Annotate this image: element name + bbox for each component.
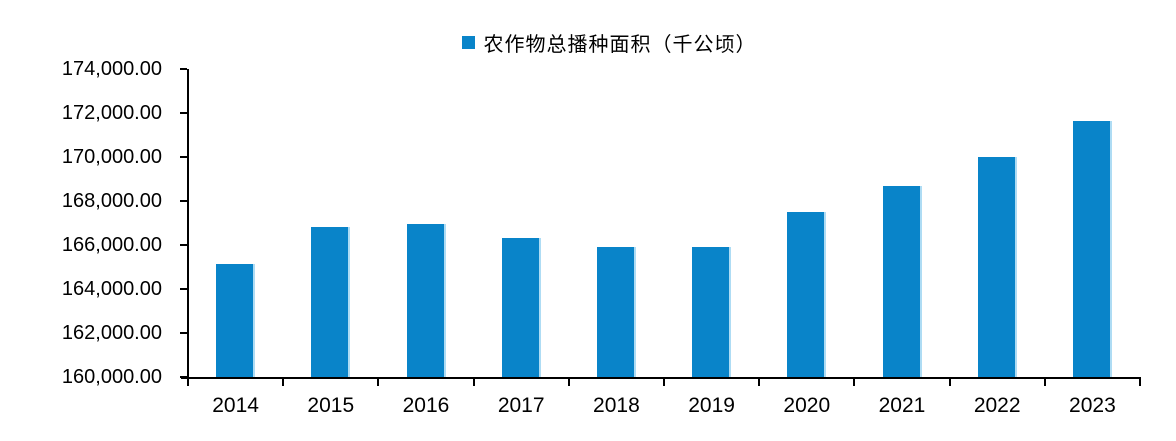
y-tick-label: 172,000.00 [61,102,162,124]
x-tick-label: 2023 [1069,394,1116,417]
x-axis [181,377,1141,379]
x-axis-tick [187,379,189,386]
bar [882,185,922,377]
y-tick-label: 164,000.00 [61,278,162,300]
y-axis-tick [180,288,187,290]
y-axis [187,69,189,379]
x-axis-tick [758,379,761,386]
x-axis-tick [472,379,475,386]
bar [216,263,256,377]
legend-label: 农作物总播种面积（千公顷） [483,32,757,56]
legend: 农作物总播种面积（千公顷） [21,28,1176,57]
x-axis-tick [1139,379,1141,386]
x-axis-tick [1043,379,1046,386]
bar [501,237,541,377]
y-axis-tick [180,200,187,202]
y-tick-label: 160,000.00 [61,366,162,388]
y-tick-label: 162,000.00 [61,322,162,344]
bar [692,246,732,377]
x-axis-tick [282,379,285,386]
x-tick-label: 2015 [307,394,355,417]
legend-marker-icon [461,36,475,49]
x-axis-tick [567,379,570,386]
bar [311,226,351,377]
bar [977,157,1017,377]
x-axis-tick [377,379,380,386]
bar [596,247,636,377]
bar [1072,121,1112,377]
y-tick-label: 174,000.00 [61,58,162,80]
y-tick-label: 166,000.00 [61,234,162,256]
x-tick-label: 2022 [973,394,1021,417]
y-axis-tick [180,332,187,334]
x-tick-label: 2018 [593,394,640,417]
y-tick-label: 170,000.00 [61,146,162,168]
x-tick-label: 2014 [212,394,259,417]
x-tick-label: 2021 [878,394,926,417]
x-tick-label: 2017 [497,394,545,417]
y-tick-label: 168,000.00 [61,190,162,212]
y-axis-tick [180,68,187,70]
x-tick-label: 2020 [783,394,831,417]
y-axis-tick [180,244,187,246]
y-axis-tick [180,112,187,114]
x-tick-label: 2016 [402,394,450,417]
x-axis-tick [853,379,856,386]
x-axis-tick [663,379,665,386]
y-axis-tick [180,156,187,158]
bar [406,224,446,377]
x-tick-label: 2019 [688,394,735,417]
x-axis-tick [948,379,951,386]
bar [787,212,827,377]
y-axis-tick [180,376,187,378]
